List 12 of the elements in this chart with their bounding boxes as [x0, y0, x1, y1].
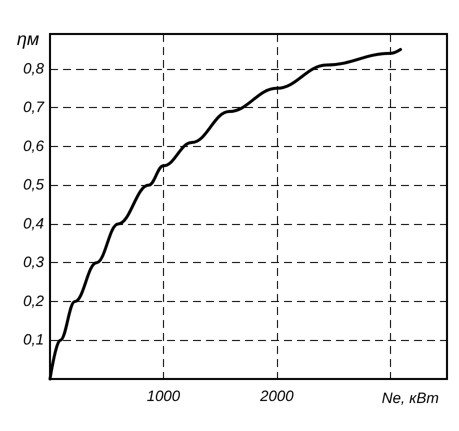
- y-tick-label: 0,4: [23, 215, 44, 232]
- y-tick-label: 0,1: [23, 332, 44, 349]
- x-axis-title: Nе, кВт: [382, 390, 439, 407]
- y-tick-label: 0,5: [23, 176, 45, 194]
- y-axis-title: ηм: [16, 29, 40, 49]
- x-tick-label: 2000: [259, 388, 294, 405]
- y-tick-label: 0,8: [23, 60, 45, 78]
- x-tick-label: 1000: [146, 388, 181, 405]
- y-tick-label: 0,6: [23, 138, 45, 155]
- y-tick-label: 0,2: [23, 292, 45, 310]
- y-tick-label: 0,3: [23, 254, 45, 272]
- y-tick-label: 0,7: [23, 99, 45, 116]
